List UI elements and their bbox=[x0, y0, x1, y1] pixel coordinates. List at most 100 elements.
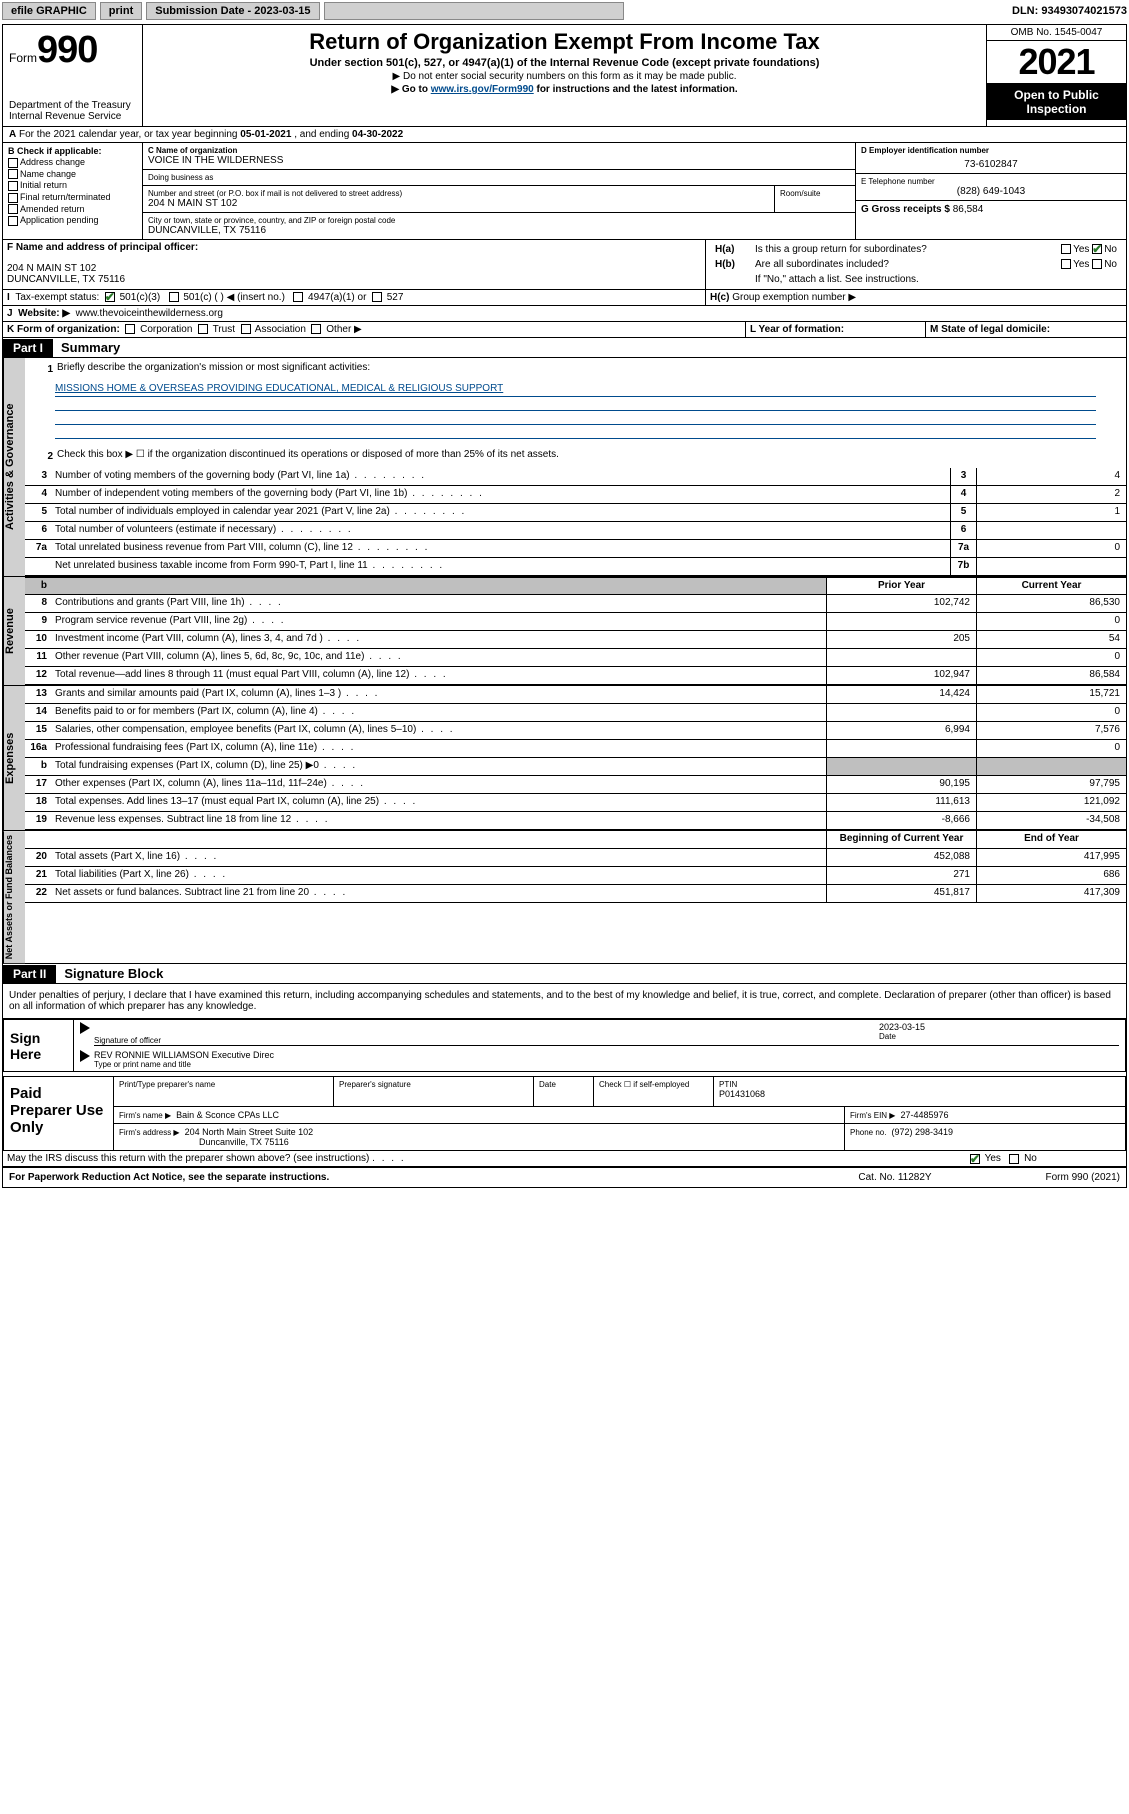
opt-527: 527 bbox=[387, 292, 404, 303]
tax-end: 04-30-2022 bbox=[352, 129, 403, 140]
city-label: City or town, state or province, country… bbox=[148, 216, 850, 225]
data-line: 17 Other expenses (Part IX, column (A), … bbox=[25, 776, 1126, 794]
gross-receipts: 86,584 bbox=[953, 204, 984, 215]
efile-graphic-button[interactable]: efile GRAPHIC bbox=[2, 2, 96, 20]
phone-value: (828) 649-1043 bbox=[861, 186, 1121, 197]
chk-trust[interactable] bbox=[198, 324, 208, 334]
form-subtitle: Under section 501(c), 527, or 4947(a)(1)… bbox=[149, 57, 980, 69]
end-year-hdr: End of Year bbox=[976, 831, 1126, 848]
tab-net-assets: Net Assets or Fund Balances bbox=[3, 831, 25, 963]
chk-final-return[interactable] bbox=[8, 193, 18, 203]
current-value: 417,309 bbox=[976, 885, 1126, 902]
chk-irs-no[interactable] bbox=[1009, 1154, 1019, 1164]
line-num: 21 bbox=[25, 867, 51, 884]
mission-line-1: MISSIONS HOME & OVERSEAS PROVIDING EDUCA… bbox=[55, 383, 1096, 397]
line-text: Total revenue—add lines 8 through 11 (mu… bbox=[51, 667, 826, 684]
ha-yes: Yes bbox=[1073, 244, 1089, 255]
chk-corp[interactable] bbox=[125, 324, 135, 334]
chk-address-change[interactable] bbox=[8, 158, 18, 168]
line-value: 0 bbox=[976, 540, 1126, 557]
hb-yes: Yes bbox=[1073, 259, 1089, 270]
line-text: Other revenue (Part VIII, column (A), li… bbox=[51, 649, 826, 666]
current-value: 0 bbox=[976, 704, 1126, 721]
firm-name: Bain & Sconce CPAs LLC bbox=[176, 1110, 279, 1120]
irs-link[interactable]: www.irs.gov/Form990 bbox=[431, 84, 534, 95]
mission-line-4 bbox=[55, 425, 1096, 439]
chk-amended-return[interactable] bbox=[8, 204, 18, 214]
current-value: 54 bbox=[976, 631, 1126, 648]
sec-m-label: M State of legal domicile: bbox=[930, 324, 1050, 335]
part-1-badge: Part I bbox=[3, 339, 53, 357]
form-990-wrap: Form 990 Department of the Treasury Inte… bbox=[2, 24, 1127, 1188]
chk-initial-return[interactable] bbox=[8, 181, 18, 191]
footer-paperwork: For Paperwork Reduction Act Notice, see … bbox=[9, 1172, 820, 1183]
data-line: 14 Benefits paid to or for members (Part… bbox=[25, 704, 1126, 722]
header-mid: Return of Organization Exempt From Incom… bbox=[143, 25, 986, 126]
chk-hb-yes[interactable] bbox=[1061, 259, 1071, 269]
hb-note: If "No," attach a list. See instructions… bbox=[710, 272, 1122, 287]
chk-4947[interactable] bbox=[293, 292, 303, 302]
prior-value: 6,994 bbox=[826, 722, 976, 739]
sec-c-name-label: C Name of organization bbox=[148, 146, 850, 155]
gov-line: 4 Number of independent voting members o… bbox=[25, 486, 1126, 504]
line-num: 4 bbox=[25, 486, 51, 503]
omb-number: OMB No. 1545-0047 bbox=[987, 25, 1126, 41]
chk-ha-yes[interactable] bbox=[1061, 244, 1071, 254]
chk-hb-no[interactable] bbox=[1092, 259, 1102, 269]
chk-527[interactable] bbox=[372, 292, 382, 302]
chk-other[interactable] bbox=[311, 324, 321, 334]
line-num: 13 bbox=[25, 686, 51, 703]
form-header: Form 990 Department of the Treasury Inte… bbox=[3, 25, 1126, 127]
current-value: 7,576 bbox=[976, 722, 1126, 739]
line-text: Total liabilities (Part X, line 26) bbox=[51, 867, 826, 884]
opt-501c3: 501(c)(3) bbox=[120, 292, 161, 303]
chk-name-change[interactable] bbox=[8, 169, 18, 179]
prior-year-hdr: Prior Year bbox=[826, 578, 976, 594]
line-text: Salaries, other compensation, employee b… bbox=[51, 722, 826, 739]
firm-addr-label: Firm's address ▶ bbox=[119, 1128, 180, 1137]
hc-label: Group exemption number ▶ bbox=[732, 292, 856, 303]
begin-year-hdr: Beginning of Current Year bbox=[826, 831, 976, 848]
gov-line: 7a Total unrelated business revenue from… bbox=[25, 540, 1126, 558]
line-value bbox=[976, 522, 1126, 539]
data-line: 20 Total assets (Part X, line 16) 452,08… bbox=[25, 849, 1126, 867]
chk-501c[interactable] bbox=[169, 292, 179, 302]
line-text: Contributions and grants (Part VIII, lin… bbox=[51, 595, 826, 612]
website-value: www.thevoiceinthewilderness.org bbox=[76, 308, 223, 319]
hb-no: No bbox=[1104, 259, 1117, 270]
revenue-block: Revenue b Prior Year Current Year 8 Cont… bbox=[3, 577, 1126, 686]
chk-assoc[interactable] bbox=[241, 324, 251, 334]
sig-officer-label: Signature of officer bbox=[94, 1036, 869, 1045]
cal-mid: , and ending bbox=[291, 129, 352, 140]
prior-value: 102,947 bbox=[826, 667, 976, 684]
note2-pre: ▶ Go to bbox=[391, 84, 430, 95]
line-num: 3 bbox=[25, 468, 51, 485]
form-footer: For Paperwork Reduction Act Notice, see … bbox=[3, 1168, 1126, 1187]
line-num: 22 bbox=[25, 885, 51, 902]
prior-value bbox=[826, 758, 976, 775]
opt-assoc: Association bbox=[255, 324, 306, 335]
chk-501c3[interactable] bbox=[105, 292, 115, 302]
line-num: 16a bbox=[25, 740, 51, 757]
note2-post: for instructions and the latest informat… bbox=[534, 84, 738, 95]
data-line: 18 Total expenses. Add lines 13–17 (must… bbox=[25, 794, 1126, 812]
chk-application-pending[interactable] bbox=[8, 216, 18, 226]
opt-501c: 501(c) ( ) ◀ (insert no.) bbox=[183, 292, 285, 303]
footer-catno: Cat. No. 11282Y bbox=[820, 1172, 970, 1183]
prior-value: 452,088 bbox=[826, 849, 976, 866]
prior-value: 271 bbox=[826, 867, 976, 884]
print-button[interactable]: print bbox=[100, 2, 142, 20]
cal-pre: For the 2021 calendar year, or tax year … bbox=[19, 129, 240, 140]
current-value bbox=[976, 758, 1126, 775]
line-num: 18 bbox=[25, 794, 51, 811]
lbl-final-return: Final return/terminated bbox=[20, 192, 111, 202]
data-line: 10 Investment income (Part VIII, column … bbox=[25, 631, 1126, 649]
ptin-value: P01431068 bbox=[719, 1089, 1120, 1099]
paid-preparer-label: Paid Preparer Use Only bbox=[4, 1077, 114, 1150]
chk-irs-yes[interactable] bbox=[970, 1154, 980, 1164]
sec-k-label: K Form of organization: bbox=[7, 324, 120, 335]
section-b: B Check if applicable: Address change Na… bbox=[3, 143, 143, 239]
line-num: 7a bbox=[25, 540, 51, 557]
prior-value: 205 bbox=[826, 631, 976, 648]
chk-ha-no[interactable] bbox=[1092, 244, 1102, 254]
